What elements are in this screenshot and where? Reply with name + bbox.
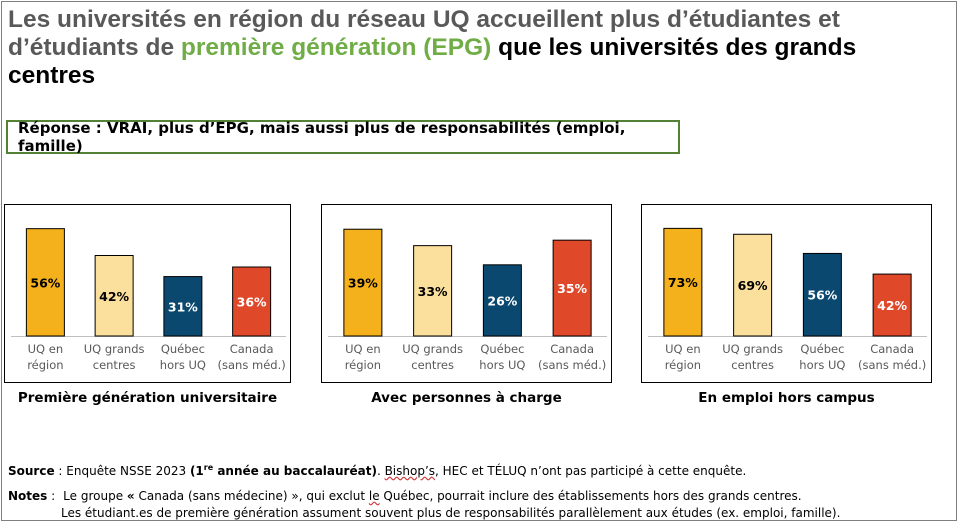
notes-quote-open: «: [126, 489, 135, 503]
bar-first-generation-3: [232, 266, 272, 337]
bar-dependents-0: [343, 228, 383, 337]
category-label-off-campus-job-2-1: hors UQ: [799, 358, 845, 372]
category-label-dependents-0-1: région: [345, 358, 381, 372]
data-label-off-campus-job-0: 73%: [668, 275, 698, 290]
bar-chart-dependents: 39% UQ en région 33% UQ grands centres 26% Québ…: [328, 228, 607, 372]
category-label-first-generation-3-0: Canada: [230, 342, 274, 356]
source-text-after: , HEC et TÉLUQ n’ont pas participé à cet…: [435, 464, 747, 478]
category-label-dependents-3-1: (sans méd.): [538, 358, 606, 372]
category-label-off-campus-job-3-0: Canada: [870, 342, 914, 356]
data-label-dependents-2: 26%: [487, 293, 517, 308]
chart-title-off-campus-job: En emploi hors campus: [698, 390, 875, 406]
source-text-before: Enquête NSSE 2023: [66, 464, 190, 478]
category-label-dependents-3-0: Canada: [550, 342, 594, 356]
category-label-first-generation-1-0: UQ grands: [84, 342, 145, 356]
bar-off-campus-job-0: [663, 227, 703, 337]
bar-first-generation-2: [163, 276, 203, 337]
category-label-first-generation-1-1: centres: [93, 358, 136, 372]
source-label: Source: [8, 464, 55, 478]
bar-chart-first-generation: 56% UQ en région 42% UQ grands centres 31% Québ…: [11, 228, 286, 372]
answer-box: Réponse : VRAI, plus d’EPG, mais aussi p…: [6, 119, 680, 155]
bar-off-campus-job-2: [802, 252, 842, 337]
slide-title: Les universités en région du réseau UQ a…: [8, 6, 948, 90]
category-label-off-campus-job-3-1: (sans méd.): [858, 358, 926, 372]
data-label-off-campus-job-3: 42%: [877, 298, 907, 313]
data-label-off-campus-job-2: 56%: [807, 288, 837, 303]
source-bold-b: année au baccalauréat): [213, 464, 377, 478]
chart-title-first-generation: Première génération universitaire: [17, 390, 278, 406]
category-label-first-generation-2-0: Québec: [161, 342, 205, 356]
category-label-off-campus-job-1-1: centres: [731, 358, 774, 372]
answer-text: Réponse : VRAI, plus d’EPG, mais aussi p…: [18, 119, 626, 155]
category-label-dependents-1-1: centres: [411, 358, 454, 372]
chart-panel-dependents: 39% UQ en région 33% UQ grands centres 26% Québ…: [321, 204, 612, 383]
category-label-dependents-2-1: hors UQ: [479, 358, 525, 372]
bar-dependents-3: [552, 239, 592, 337]
category-label-off-campus-job-0-1: région: [665, 358, 701, 372]
category-label-dependents-2-0: Québec: [480, 342, 524, 356]
bar-chart-off-campus-job: 73% UQ en région 69% UQ grands centres 56% Québ…: [648, 227, 927, 372]
notes-line-1: Notes : Le groupe « Canada (sans médecine…: [8, 489, 802, 503]
notes-line1-c: Québec, pourrait inclure des établisseme…: [379, 489, 802, 503]
title-part2: que les universités des grands centres: [8, 34, 857, 89]
source-bold-a: (1: [189, 464, 204, 478]
data-label-dependents-3: 35%: [557, 281, 587, 296]
data-label-dependents-0: 39%: [348, 276, 378, 291]
data-label-off-campus-job-1: 69%: [738, 278, 768, 293]
chart-panel-first-generation: 56% UQ en région 42% UQ grands centres 31% Québ…: [4, 204, 291, 383]
bar-off-campus-job-3: [872, 273, 912, 337]
chart-panel-off-campus-job: 73% UQ en région 69% UQ grands centres 56% Québ…: [641, 204, 932, 383]
title-highlight: première génération (EPG): [180, 34, 492, 61]
category-label-off-campus-job-2-0: Québec: [800, 342, 844, 356]
notes-le: le: [368, 489, 380, 503]
category-label-first-generation-3-1: (sans méd.): [218, 358, 286, 372]
source-note: Source : Enquête NSSE 2023 (1re année au…: [8, 463, 746, 478]
data-label-first-generation-0: 56%: [30, 275, 60, 290]
data-label-first-generation-3: 36%: [237, 295, 267, 310]
chart-title-dependents: Avec personnes à charge: [371, 390, 562, 406]
category-label-off-campus-job-1-0: UQ grands: [722, 342, 783, 356]
bar-dependents-1: [413, 245, 453, 337]
data-label-dependents-1: 33%: [418, 284, 448, 299]
title-part1: Les universités en région du réseau UQ a…: [8, 6, 840, 61]
notes-line1-b: Canada (sans médecine) », qui exclut: [134, 489, 369, 503]
source-sep: :: [54, 464, 67, 478]
notes-line-2: Les étudiant.es de première génération a…: [61, 506, 841, 520]
bar-first-generation-0: [25, 228, 65, 337]
bar-off-campus-job-1: [733, 233, 773, 337]
notes-line1-a: Le groupe: [63, 489, 127, 503]
bar-dependents-2: [482, 264, 522, 337]
source-bishops: Bishop’s: [384, 464, 436, 478]
category-label-dependents-0-0: UQ en: [345, 342, 381, 356]
category-label-dependents-1-0: UQ grands: [402, 342, 463, 356]
category-label-first-generation-2-1: hors UQ: [160, 358, 206, 372]
data-label-first-generation-2: 31%: [168, 299, 198, 314]
source-dot: .: [376, 464, 385, 478]
data-label-first-generation-1: 42%: [99, 289, 129, 304]
category-label-first-generation-0-0: UQ en: [28, 342, 64, 356]
notes-label: Notes: [8, 489, 48, 503]
source-sup: re: [203, 463, 214, 472]
category-label-off-campus-job-0-0: UQ en: [665, 342, 701, 356]
notes-sep: :: [47, 489, 56, 503]
bar-first-generation-1: [94, 255, 134, 337]
category-label-first-generation-0-1: région: [27, 358, 63, 372]
